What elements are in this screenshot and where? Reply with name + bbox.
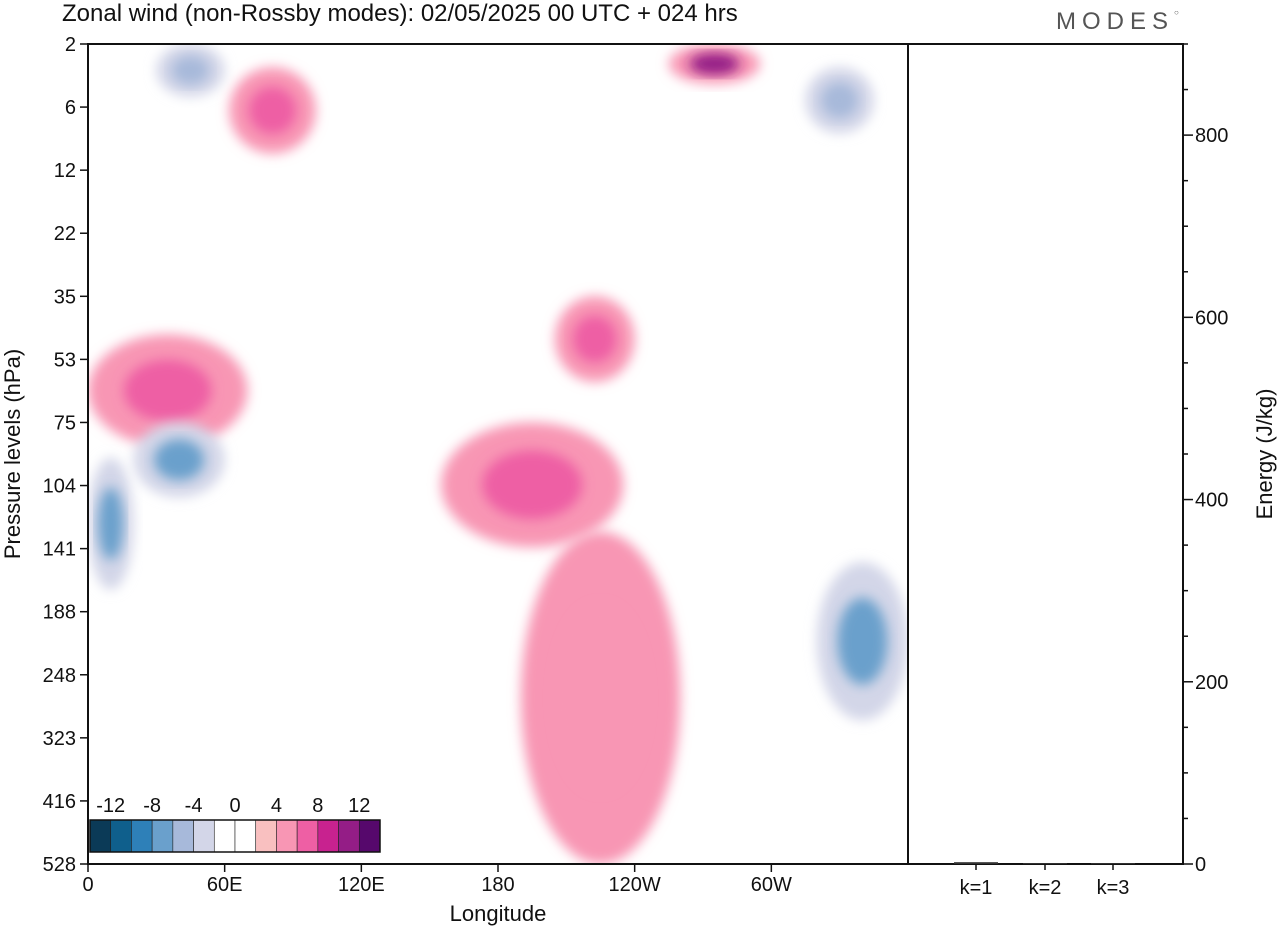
x-tick-label: 0 (82, 874, 93, 896)
wind-core-negative (154, 439, 205, 481)
y-tick-label: 12 (54, 160, 76, 182)
wind-core-positive (123, 359, 212, 422)
energy-tick-label: 800 (1195, 125, 1228, 147)
y-tick-label: 2 (65, 34, 76, 56)
x-axis-title: Longitude (450, 901, 547, 926)
wind-core-positive (556, 606, 645, 790)
colorbar-swatch (131, 819, 153, 853)
wind-core-positive (689, 52, 740, 75)
wind-core-positive (248, 86, 297, 135)
energy-axis-title: Energy (J/kg) (1252, 389, 1277, 520)
y-tick-label: 141 (43, 539, 76, 561)
colorbar-swatch (234, 819, 257, 853)
colorbar-swatch (151, 819, 174, 853)
colorbar-label: 12 (348, 795, 370, 817)
energy-category-label: k=2 (1029, 877, 1062, 899)
wind-core-negative (820, 82, 859, 119)
energy-tick-label: 0 (1195, 854, 1206, 876)
colorbar-label: 8 (312, 795, 323, 817)
x-tick-label: 180 (481, 874, 514, 896)
colorbar-swatch (255, 819, 277, 853)
colorbar-swatch (276, 819, 298, 853)
wind-field (88, 44, 908, 864)
colorbar-label: -12 (96, 795, 125, 817)
colorbar-swatch (338, 819, 360, 853)
y-tick-label: 6 (65, 97, 76, 119)
energy-tick-label: 600 (1195, 307, 1228, 329)
colorbar: -12 -8 -4 0 4 8 12 (89, 795, 381, 853)
y-tick-label: 416 (43, 791, 76, 813)
x-tick-label: 60E (207, 874, 243, 896)
energy-category-label: k=3 (1097, 877, 1130, 899)
y-tick-label: 35 (54, 286, 76, 308)
colorbar-swatch (317, 819, 339, 853)
y-tick-label: 248 (43, 665, 76, 687)
colorbar-swatch (172, 819, 194, 853)
energy-bar-panel: 0 200 400 600 800 k=1 k=2 k=3 Energy (J/kg) (907, 43, 1277, 899)
energy-category-label: k=1 (960, 877, 993, 899)
colorbar-label: -4 (185, 795, 203, 817)
energy-tick-label: 200 (1195, 672, 1228, 694)
colorbar-label: 4 (271, 795, 282, 817)
colorbar-frame (89, 819, 381, 853)
energy-bar (954, 862, 998, 864)
energy-tick-label: 400 (1195, 490, 1228, 512)
y-tick-label: 188 (43, 602, 76, 624)
y-tick-label: 22 (54, 223, 76, 245)
y-tick-label: 528 (43, 854, 76, 876)
y-axis-title: Pressure levels (hPa) (0, 349, 25, 559)
energy-frame (907, 43, 1184, 865)
chart-title: Zonal wind (non-Rossby modes): 02/05/202… (62, 0, 738, 27)
x-tick-label: 120W (609, 874, 661, 896)
colorbar-label: 0 (229, 795, 240, 817)
energy-bar (1023, 863, 1067, 865)
wind-core-negative (98, 487, 124, 560)
y-tick-label: 53 (54, 349, 76, 371)
colorbar-swatch (89, 819, 112, 853)
energy-bar (1091, 863, 1135, 865)
colorbar-swatch (358, 819, 381, 853)
y-tick-label: 104 (43, 476, 76, 498)
x-tick-label: 60W (751, 874, 792, 896)
colorbar-swatch (193, 819, 215, 853)
x-tick-label: 120E (338, 874, 385, 896)
wind-core-positive (482, 450, 583, 520)
wind-core-negative (171, 55, 210, 85)
wind-core-positive (572, 315, 617, 363)
y-tick-label: 75 (54, 412, 76, 434)
colorbar-swatch (296, 819, 319, 853)
colorbar-swatch (110, 819, 132, 853)
colorbar-swatch (213, 819, 236, 853)
y-tick-label: 323 (43, 728, 76, 750)
brand-logo: MODES○ (1056, 8, 1179, 35)
colorbar-label: -8 (143, 795, 161, 817)
wind-core-negative (837, 597, 888, 685)
